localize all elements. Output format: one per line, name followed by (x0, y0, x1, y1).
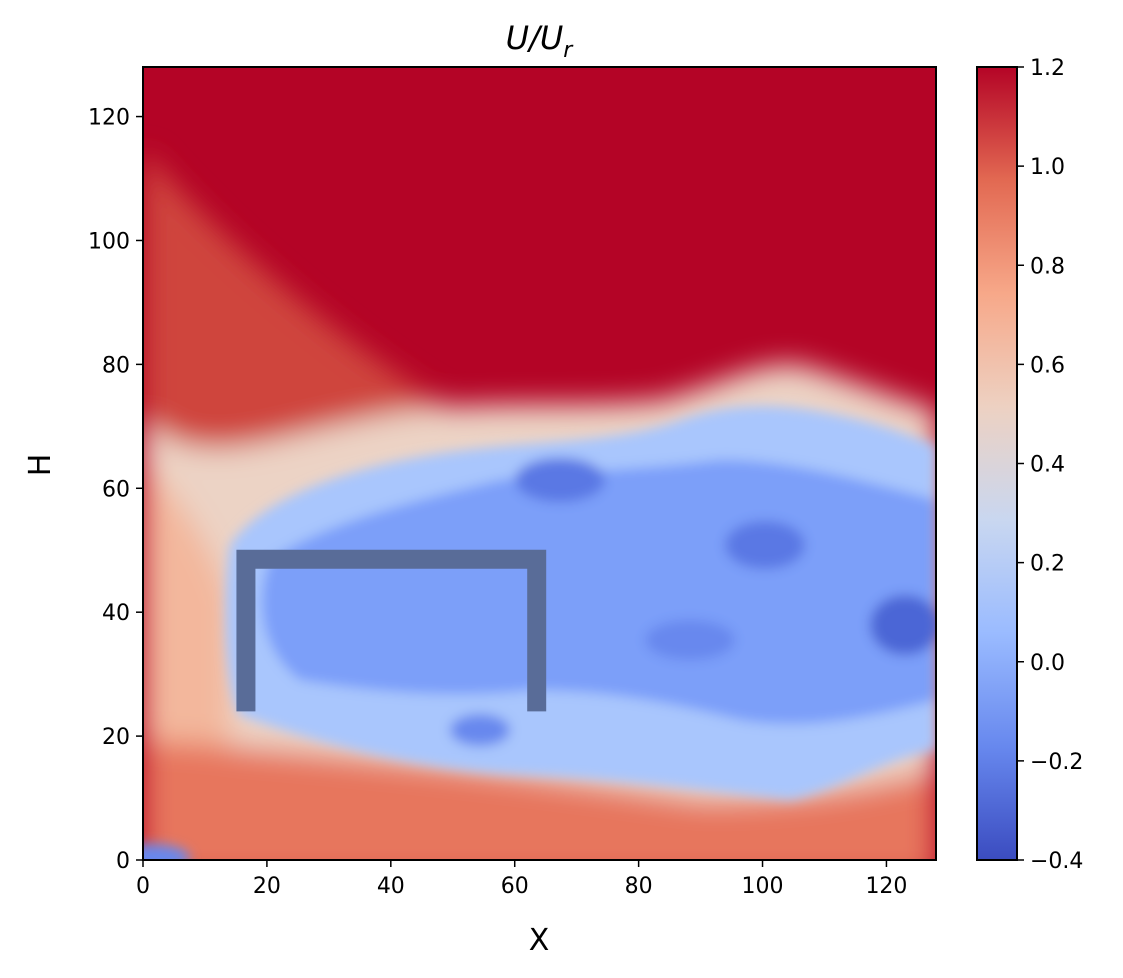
field-dark-patch-2 (725, 521, 805, 569)
colorbar-tick-label: 0.0 (1030, 651, 1065, 676)
x-tick-label: 0 (136, 874, 150, 899)
obstacle (236, 549, 547, 712)
y-tick-label: 100 (88, 229, 130, 254)
x-tick-label: 40 (377, 874, 405, 899)
x-tick-label: 60 (501, 874, 529, 899)
x-tick-label: 120 (865, 874, 907, 899)
field-ground-blue-left (143, 844, 190, 860)
heatmap-field (143, 67, 936, 860)
field-dark-patch-1 (515, 458, 605, 502)
colorbar-tick-label: 1.2 (1030, 56, 1065, 81)
colorbar-tick-label: 0.4 (1030, 453, 1065, 478)
colorbar-axis: 1.2 1.0 0.8 0.6 0.4 0.2 0.0 −0.2 −0.4 (1017, 56, 1083, 874)
chart-title-subscript: r (563, 38, 574, 63)
field-dark-patch-5 (450, 714, 510, 746)
field-dark-patch-4 (645, 620, 735, 660)
colorbar-tick-label: 0.6 (1030, 353, 1065, 378)
colorbar-tick-label: −0.4 (1030, 849, 1083, 874)
x-tick-label: 100 (742, 874, 784, 899)
x-tick-label: 80 (625, 874, 653, 899)
colorbar (976, 66, 1018, 861)
colorbar-tick-label: 0.8 (1030, 254, 1065, 279)
y-tick-label: 80 (102, 353, 130, 378)
field-ground-red (143, 740, 936, 860)
colorbar-tick-label: 0.2 (1030, 552, 1065, 577)
colorbar-tick-label: 1.0 (1030, 155, 1065, 180)
y-tick-label: 40 (102, 601, 130, 626)
y-axis-label: H (23, 454, 58, 477)
obstacle-outline (236, 549, 547, 712)
x-axis: 0 20 40 60 80 100 120 (136, 860, 907, 899)
chart-title: U/Ur (506, 19, 575, 63)
y-tick-label: 0 (116, 849, 130, 874)
y-tick-label: 20 (102, 725, 130, 750)
y-tick-label: 120 (88, 106, 130, 131)
x-axis-label: X (529, 923, 550, 958)
colorbar-tick-label: −0.2 (1030, 750, 1083, 775)
y-tick-label: 60 (102, 477, 130, 502)
x-tick-label: 20 (253, 874, 281, 899)
field-dark-patch-3 (870, 595, 936, 655)
y-axis: 0 20 40 60 80 100 120 (88, 106, 143, 874)
plot-frame (142, 66, 937, 861)
